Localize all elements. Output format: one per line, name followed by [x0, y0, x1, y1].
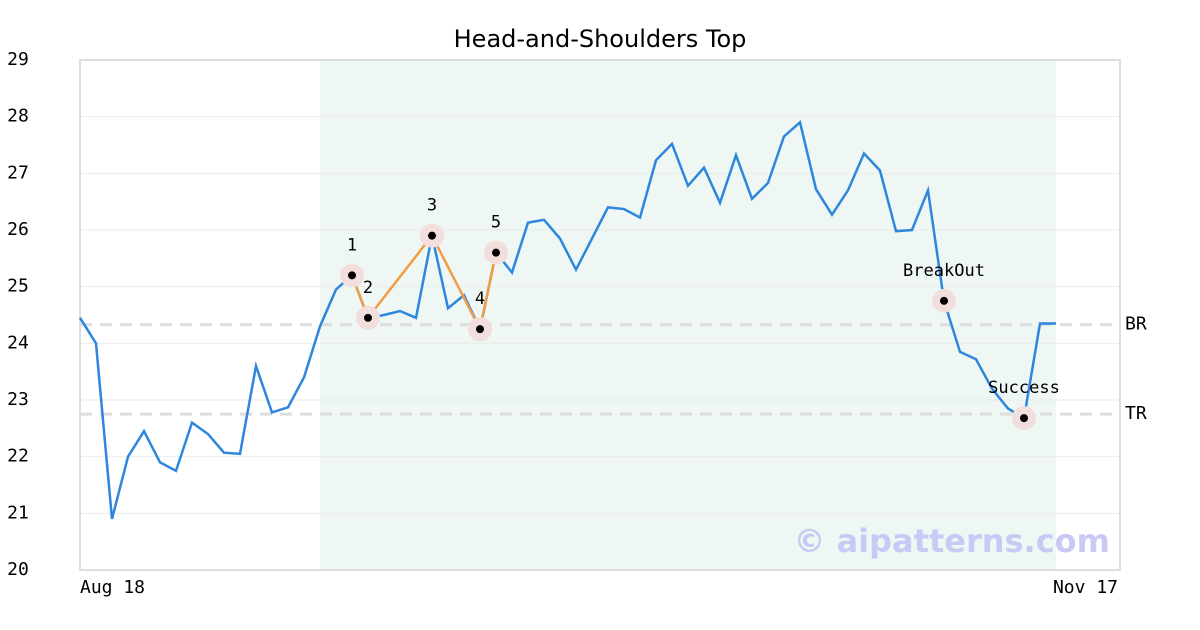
marker-dot [364, 313, 372, 322]
x-tick-label: Nov 17 [1053, 577, 1118, 598]
marker-label: Success [988, 378, 1060, 398]
price-line [78, 120, 1056, 520]
y-tick-label: 21 [7, 502, 29, 523]
marker-dot [348, 271, 356, 280]
marker-dot [428, 231, 436, 240]
chart-title: Head-and-Shoulders Top [454, 25, 747, 53]
marker-label: 5 [491, 213, 501, 233]
marker-dot [492, 248, 500, 257]
marker-label: 3 [427, 196, 437, 216]
y-tick-label: 29 [7, 49, 29, 70]
y-tick-label: 23 [7, 389, 29, 410]
marker-label: BreakOut [903, 261, 985, 281]
y-tick-label: 22 [7, 446, 29, 467]
level-label: TR [1125, 403, 1147, 424]
y-tick-label: 25 [7, 276, 29, 297]
marker-label: 1 [347, 235, 357, 255]
x-tick-label: Aug 18 [80, 577, 145, 598]
y-tick-label: 28 [7, 106, 29, 127]
y-tick-label: 26 [7, 219, 29, 240]
y-tick-label: 20 [7, 559, 29, 580]
marker-label: 2 [363, 278, 373, 298]
marker-dot [1020, 414, 1028, 423]
plot-frame [79, 59, 1121, 571]
shaded-region [320, 60, 1056, 570]
marker-label: 4 [475, 289, 485, 309]
marker-dot [940, 296, 948, 305]
level-label: BR [1125, 314, 1147, 335]
marker-dot [476, 325, 484, 334]
y-tick-label: 24 [7, 332, 29, 353]
y-tick-label: 27 [7, 162, 29, 183]
watermark: © aipatterns.com [793, 522, 1110, 560]
